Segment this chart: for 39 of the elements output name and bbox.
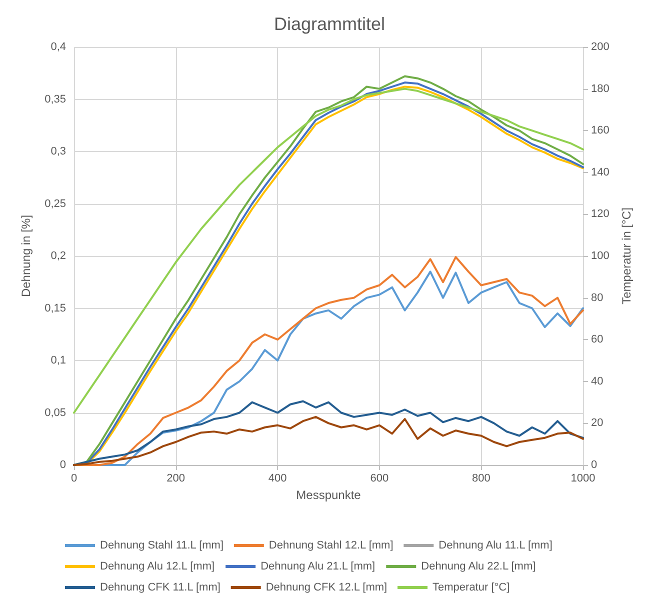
y2-axis-title: Temperatur in [°C] (619, 208, 634, 304)
legend-label: Temperatur [°C] (432, 582, 510, 594)
y-tick-label: 0,15 (44, 302, 66, 314)
y2-tick-label: 120 (591, 208, 610, 220)
y2-tick-label: 60 (591, 334, 604, 346)
y2-tick-label: 80 (591, 292, 604, 304)
y2-tick-label: 140 (591, 166, 610, 178)
x-tick-label: 1000 (570, 472, 596, 484)
y-tick-label: 0,3 (50, 146, 66, 158)
y2-tick-label: 100 (591, 250, 610, 262)
legend-label: Dehnung CFK 11.L [mm] (100, 582, 220, 594)
y-tick-label: 0,2 (50, 250, 66, 262)
y-tick-label: 0,4 (50, 41, 66, 53)
x-tick-label: 400 (268, 472, 287, 484)
legend-label: Dehnung CFK 12.L [mm] (266, 582, 388, 594)
legend-label: Dehnung Stahl 11.L [mm] (100, 540, 224, 552)
y2-tick-label: 40 (591, 375, 604, 388)
x-tick-label: 600 (370, 472, 389, 484)
y-tick-label: 0,35 (44, 93, 66, 106)
chart-title: Diagrammtitel (274, 14, 386, 34)
y2-tick-label: 20 (591, 417, 604, 430)
y-tick-label: 0 (60, 459, 66, 471)
y-tick-label: 0,25 (44, 198, 66, 210)
x-tick-label: 0 (70, 472, 78, 484)
legend-label: Dehnung Stahl 12.L [mm] (268, 540, 394, 552)
y2-tick-label: 200 (591, 41, 610, 53)
y-tick-label: 0,05 (44, 406, 66, 419)
legend-label: Dehnung Alu 21.L [mm] (260, 560, 376, 572)
x-axis-title: Messpunkte (296, 488, 362, 502)
legend-label: Dehnung Alu 22.L [mm] (421, 560, 536, 572)
legend-label: Dehnung Alu 12.L [mm] (100, 560, 215, 572)
y2-tick-label: 0 (591, 459, 598, 471)
x-tick-label: 200 (166, 472, 185, 484)
y2-tick-label: 160 (591, 124, 610, 137)
y-axis-title: Dehnung in [%] (19, 214, 33, 298)
y2-tick-label: 180 (591, 82, 610, 95)
y-tick-label: 0,1 (50, 354, 66, 366)
legend-label: Dehnung Alu 11.L [mm] (438, 540, 552, 552)
x-tick-label: 800 (472, 472, 490, 484)
